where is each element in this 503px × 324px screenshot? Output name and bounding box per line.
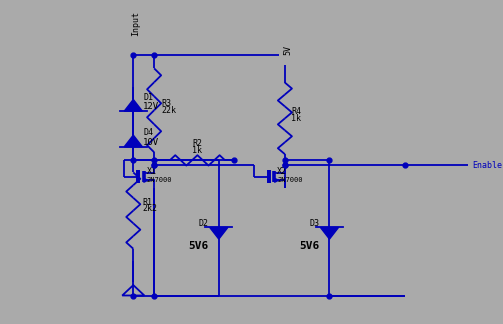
Text: X2: X2 — [277, 167, 287, 176]
Text: X1: X1 — [146, 167, 156, 176]
Text: D1: D1 — [143, 93, 153, 102]
Text: 22k: 22k — [161, 106, 177, 115]
Polygon shape — [210, 227, 228, 239]
Text: Enable: Enable — [472, 161, 502, 170]
Text: 2N7000: 2N7000 — [146, 177, 172, 183]
Polygon shape — [320, 227, 339, 239]
Text: 5V: 5V — [283, 45, 292, 55]
Text: 10V: 10V — [143, 138, 159, 147]
Text: D3: D3 — [309, 219, 319, 228]
Text: D4: D4 — [143, 128, 153, 137]
Text: 5V6: 5V6 — [299, 241, 319, 251]
Text: R3: R3 — [161, 99, 172, 108]
Polygon shape — [124, 135, 142, 147]
Text: R4: R4 — [291, 108, 301, 116]
Text: 2k2: 2k2 — [142, 204, 157, 214]
Text: 5V6: 5V6 — [189, 241, 209, 251]
Text: 12V: 12V — [143, 102, 159, 111]
Text: D2: D2 — [199, 219, 209, 228]
Text: 1k: 1k — [291, 114, 301, 123]
Text: R1: R1 — [142, 198, 152, 207]
Text: 1k: 1k — [193, 145, 202, 155]
Text: 2N7000: 2N7000 — [277, 177, 303, 183]
Polygon shape — [124, 99, 142, 111]
Text: Input: Input — [131, 11, 140, 36]
Text: R2: R2 — [193, 139, 202, 148]
